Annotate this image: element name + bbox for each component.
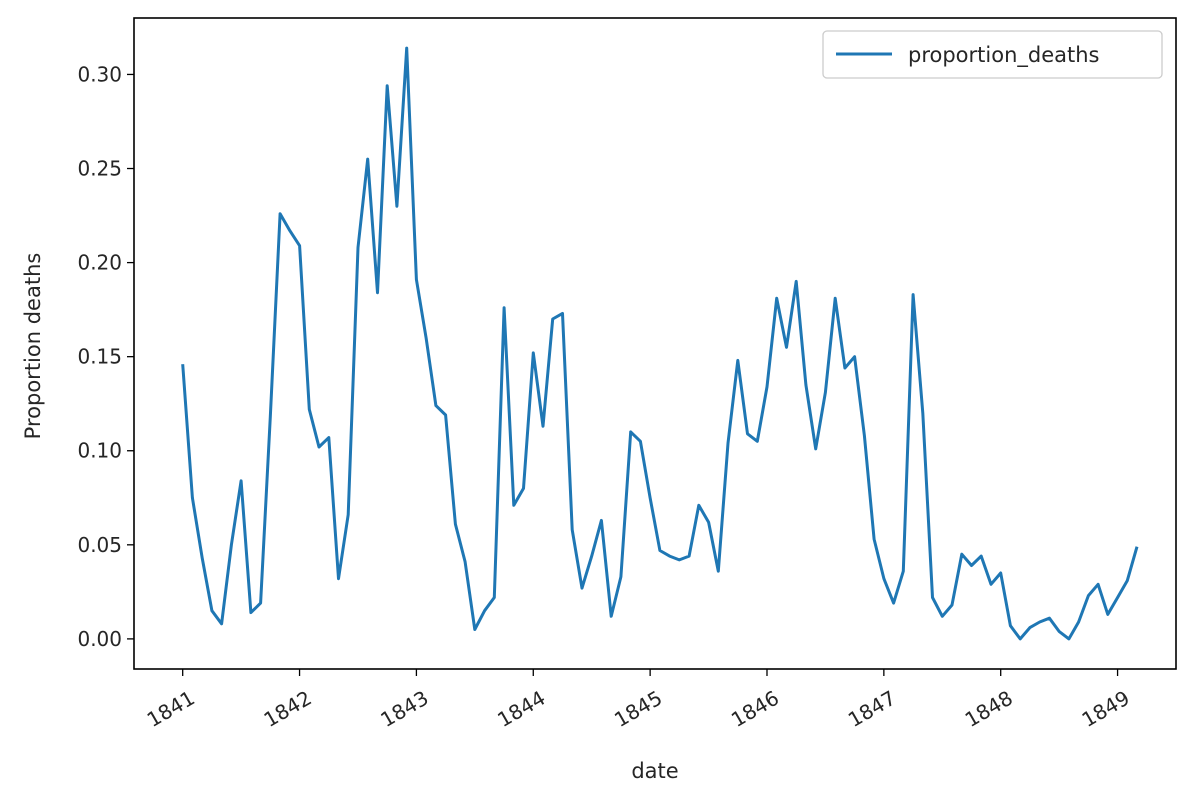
x-tick-label: 1847	[844, 686, 900, 732]
y-tick-label: 0.25	[77, 157, 122, 181]
plot-frame	[133, 17, 1177, 670]
y-tick-label: 0.30	[77, 62, 122, 86]
y-axis: 0.00 0.05 0.10 0.15 0.20 0.25 0.30	[77, 62, 134, 651]
x-tick-label: 1845	[610, 686, 666, 732]
legend-box	[822, 30, 1163, 79]
x-axis: 1841 1842 1843 1844 1845 1846 1847 1848 1849	[143, 669, 1134, 732]
x-tick-label: 1846	[727, 686, 783, 732]
x-tick-label: 1848	[961, 686, 1017, 732]
x-tick-label: 1842	[260, 686, 316, 732]
legend-label: proportion_deaths	[908, 43, 1100, 68]
x-tick-label: 1844	[493, 686, 549, 732]
y-tick-label: 0.00	[77, 627, 122, 651]
y-tick-label: 0.10	[77, 439, 122, 463]
x-tick-label: 1841	[143, 686, 199, 732]
plot-area	[134, 18, 1176, 669]
x-tick-label: 1849	[1078, 686, 1134, 732]
y-axis-label: Proportion deaths	[21, 253, 45, 440]
y-tick-label: 0.20	[77, 251, 122, 275]
y-tick-label: 0.15	[77, 345, 122, 369]
series-line-proportion-deaths	[181, 46, 1139, 641]
x-axis-label: date	[631, 759, 678, 783]
y-tick-label: 0.05	[77, 533, 122, 557]
legend: proportion_deaths	[822, 30, 1163, 79]
x-tick-label: 1843	[376, 686, 432, 732]
